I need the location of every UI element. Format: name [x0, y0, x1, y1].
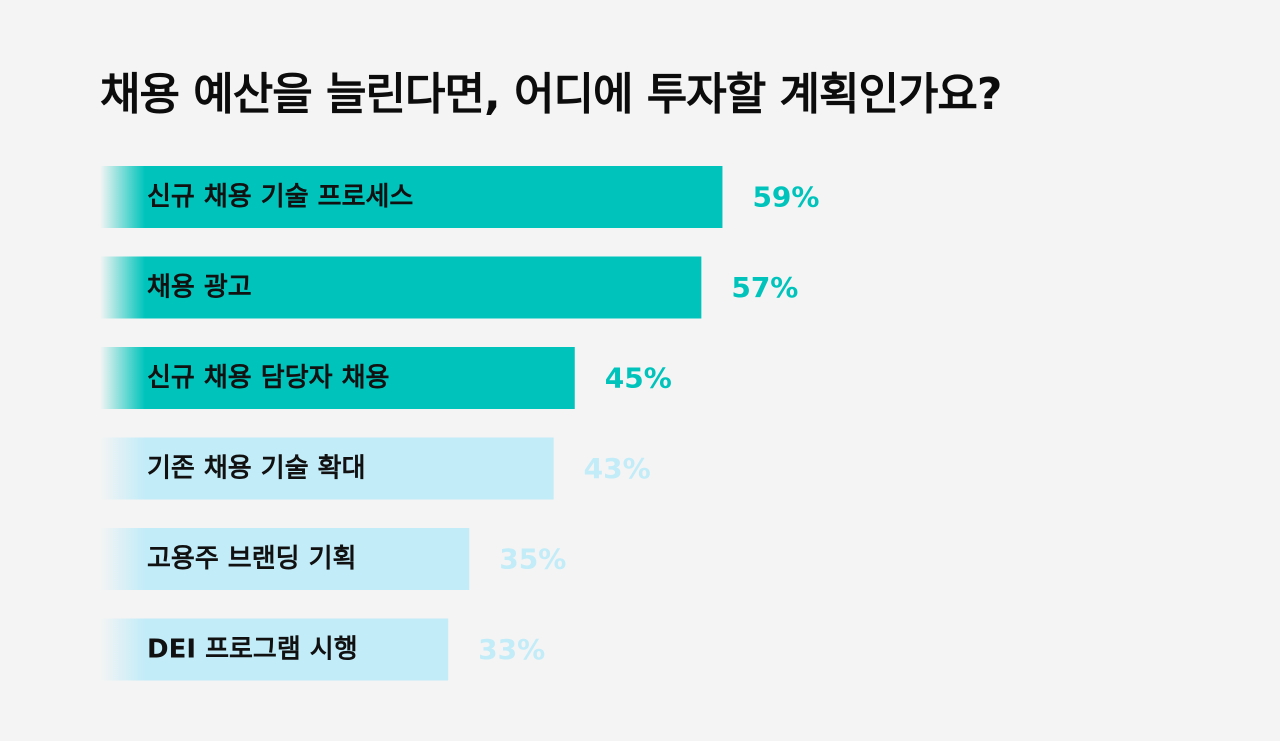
bar-group-5: 고용주 브랜딩 기획 35% — [100, 528, 566, 590]
bar-group-4: 기존 채용 기술 확대 43% — [100, 437, 651, 500]
bar-label-4: 기존 채용 기술 확대 — [147, 454, 366, 484]
bar-5 — [145, 528, 470, 590]
bar-fade-3 — [100, 347, 145, 409]
bar-1 — [145, 166, 723, 228]
bar-fade-6 — [100, 618, 145, 681]
value-label-6: 33% — [478, 633, 545, 666]
value-label-4: 43% — [584, 452, 651, 485]
bar-fade-2 — [100, 256, 145, 319]
bar-fade-5 — [100, 528, 145, 590]
value-label-2: 57% — [731, 271, 798, 304]
bar-label-5: 고용주 브랜딩 기획 — [147, 544, 356, 574]
bar-group-1: 신규 채용 기술 프로세스 59% — [100, 166, 819, 228]
value-label-3: 45% — [605, 362, 672, 395]
bar-group-6: DEI 프로그램 시행 33% — [100, 618, 545, 681]
bar-2 — [145, 256, 702, 319]
bar-group-3: 신규 채용 담당자 채용 45% — [100, 347, 672, 409]
bar-label-2: 채용 광고 — [147, 273, 252, 303]
bar-4 — [145, 437, 554, 500]
value-label-5: 35% — [499, 543, 566, 576]
bar-6 — [145, 618, 449, 681]
value-label-1: 59% — [752, 181, 819, 214]
bar-group-2: 채용 광고 57% — [100, 256, 798, 319]
bar-label-1: 신규 채용 기술 프로세스 — [147, 182, 413, 212]
chart-title: 채용 예산을 늘린다면, 어디에 투자할 계획인가요? — [100, 69, 1002, 120]
bar-label-3: 신규 채용 담당자 채용 — [147, 363, 389, 393]
bar-3 — [145, 347, 575, 409]
bar-label-6: DEI 프로그램 시행 — [147, 635, 358, 665]
bar-fade-4 — [100, 437, 145, 500]
bar-fade-1 — [100, 166, 145, 228]
